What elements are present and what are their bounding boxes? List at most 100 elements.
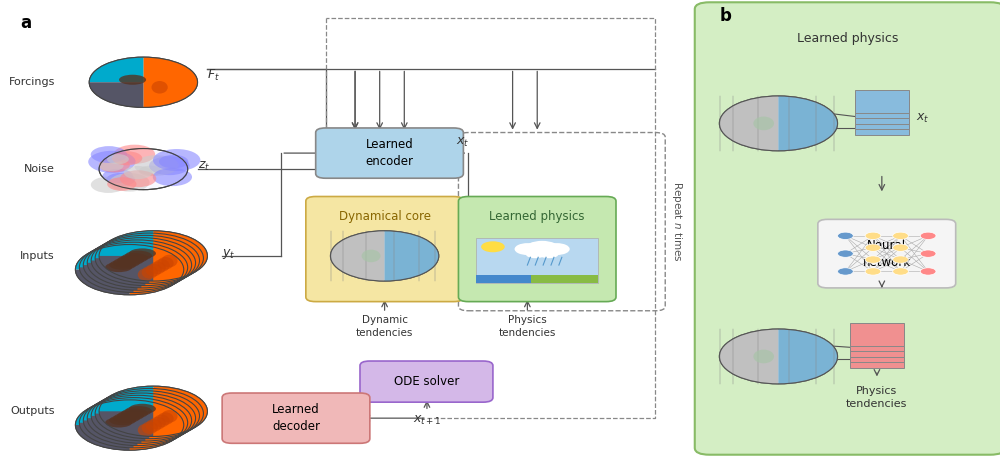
Ellipse shape — [129, 249, 156, 258]
Text: a: a — [20, 14, 31, 32]
Ellipse shape — [113, 413, 140, 423]
Circle shape — [106, 173, 135, 186]
Ellipse shape — [142, 421, 158, 434]
Text: Noise: Noise — [24, 164, 55, 174]
Circle shape — [153, 168, 192, 186]
Wedge shape — [89, 57, 143, 82]
Wedge shape — [95, 414, 149, 439]
Wedge shape — [79, 398, 134, 423]
Wedge shape — [149, 388, 203, 439]
FancyBboxPatch shape — [818, 219, 956, 288]
Circle shape — [865, 244, 881, 251]
Wedge shape — [134, 398, 188, 448]
Ellipse shape — [161, 410, 178, 423]
Circle shape — [91, 391, 199, 441]
Wedge shape — [137, 240, 192, 290]
Text: Dynamical core: Dynamical core — [339, 210, 431, 223]
Ellipse shape — [109, 260, 136, 270]
Text: Physics
tendencies: Physics tendencies — [499, 315, 556, 338]
Circle shape — [719, 329, 838, 384]
Circle shape — [99, 386, 207, 436]
Text: $x_t$: $x_t$ — [916, 112, 930, 125]
Circle shape — [838, 232, 853, 239]
Wedge shape — [75, 425, 130, 450]
Wedge shape — [89, 82, 143, 107]
Circle shape — [525, 249, 545, 258]
Text: $y_t$: $y_t$ — [222, 247, 236, 260]
Circle shape — [88, 151, 136, 173]
Circle shape — [159, 155, 188, 169]
Bar — [850, 345, 904, 368]
Circle shape — [91, 235, 199, 286]
Circle shape — [107, 177, 136, 191]
Circle shape — [103, 169, 133, 183]
Wedge shape — [153, 231, 207, 281]
Circle shape — [920, 232, 936, 239]
Circle shape — [99, 231, 207, 281]
Ellipse shape — [146, 264, 162, 276]
Circle shape — [83, 240, 192, 290]
Circle shape — [112, 151, 142, 165]
Ellipse shape — [138, 424, 154, 436]
Wedge shape — [91, 391, 145, 416]
Circle shape — [544, 243, 570, 255]
Wedge shape — [153, 386, 207, 436]
Circle shape — [120, 170, 156, 187]
Circle shape — [83, 395, 192, 446]
Ellipse shape — [753, 350, 774, 363]
Wedge shape — [75, 400, 130, 425]
Text: $x_t$: $x_t$ — [456, 136, 470, 149]
Circle shape — [91, 146, 127, 163]
Ellipse shape — [121, 253, 148, 263]
Bar — [855, 106, 909, 129]
Text: Neural
network: Neural network — [863, 239, 911, 269]
Wedge shape — [87, 238, 141, 263]
Wedge shape — [130, 400, 184, 450]
Ellipse shape — [138, 268, 154, 281]
Ellipse shape — [105, 262, 132, 272]
Wedge shape — [75, 244, 130, 270]
Bar — [850, 329, 904, 351]
Wedge shape — [130, 244, 184, 295]
FancyBboxPatch shape — [695, 2, 1000, 455]
Bar — [476, 238, 598, 283]
Wedge shape — [95, 233, 149, 258]
Circle shape — [893, 244, 908, 251]
Wedge shape — [75, 270, 130, 295]
Ellipse shape — [153, 414, 170, 427]
Wedge shape — [91, 235, 145, 260]
Wedge shape — [719, 96, 778, 151]
Wedge shape — [87, 393, 141, 418]
Wedge shape — [87, 418, 141, 443]
Circle shape — [75, 244, 184, 295]
Ellipse shape — [146, 419, 162, 432]
Ellipse shape — [121, 409, 148, 419]
Circle shape — [79, 398, 188, 448]
FancyBboxPatch shape — [458, 197, 616, 302]
Circle shape — [920, 268, 936, 275]
Ellipse shape — [151, 81, 168, 94]
Bar — [855, 96, 909, 118]
FancyBboxPatch shape — [222, 393, 370, 443]
Circle shape — [481, 241, 505, 252]
FancyBboxPatch shape — [316, 128, 463, 178]
Circle shape — [893, 268, 908, 275]
Bar — [855, 112, 909, 135]
Ellipse shape — [109, 415, 136, 425]
Wedge shape — [137, 395, 192, 446]
Circle shape — [539, 249, 559, 258]
Circle shape — [865, 268, 881, 275]
Text: Dynamic
tendencies: Dynamic tendencies — [356, 315, 413, 338]
Circle shape — [107, 154, 129, 164]
Ellipse shape — [753, 117, 774, 130]
Bar — [855, 90, 909, 113]
Ellipse shape — [150, 261, 166, 274]
Circle shape — [920, 250, 936, 257]
Wedge shape — [778, 96, 838, 151]
Ellipse shape — [125, 406, 152, 416]
Circle shape — [134, 155, 179, 176]
Circle shape — [893, 256, 908, 263]
Wedge shape — [99, 256, 153, 281]
Bar — [855, 101, 909, 124]
Wedge shape — [99, 411, 153, 436]
